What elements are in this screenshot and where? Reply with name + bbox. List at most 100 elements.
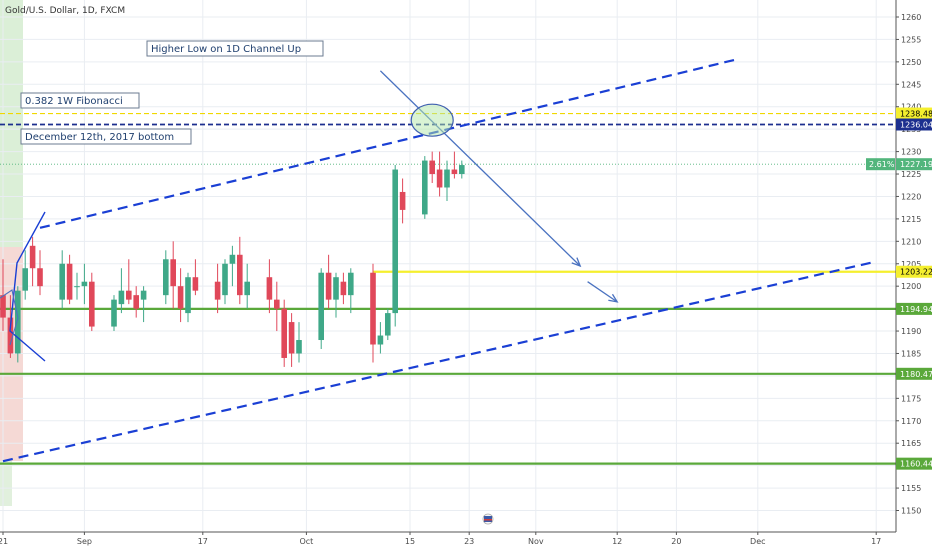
candle[interactable] [451,151,458,179]
candle[interactable] [133,286,139,318]
time-tick-label: 15 [405,537,415,546]
time-axis[interactable]: 21 Sep 17 Oct 15 23 Nov 12 20 Dec 17 [0,531,896,550]
candle-body [126,290,132,300]
candle[interactable] [422,156,428,219]
candle[interactable] [140,286,147,323]
candle[interactable] [118,268,125,314]
candle[interactable] [214,263,221,314]
candle[interactable] [66,254,73,305]
candle[interactable] [459,160,465,179]
candle[interactable] [288,313,295,367]
candle[interactable] [266,259,273,314]
candle[interactable] [185,272,191,323]
candle-body [237,254,243,296]
candles[interactable] [0,151,465,367]
candle-body [74,286,80,288]
candle-body [118,290,125,305]
candle[interactable] [170,241,176,309]
candle-body [140,290,147,300]
candle-body [370,272,376,345]
candle[interactable] [0,259,6,332]
price-pct-label: 2.61% [869,160,895,169]
price-label-bg-support-1194 [896,302,932,315]
candle-body [266,277,273,300]
candle[interactable] [392,165,398,327]
candle[interactable] [348,268,354,314]
candle[interactable] [192,259,199,296]
candle[interactable] [37,250,43,296]
candle-body [429,160,435,175]
price-label-fib-0382: 1238.48 [900,110,932,119]
candle-body [436,169,443,188]
candle-body [89,281,95,327]
candle[interactable] [274,281,280,332]
time-tick-label: 20 [671,537,681,546]
price-label-support-1194: 1194.94 [900,305,932,314]
candle[interactable] [126,259,132,305]
candle-body [0,295,6,318]
candle-body [244,281,250,296]
candle[interactable] [177,268,184,323]
candle[interactable] [89,272,95,332]
candle-body [296,340,302,354]
annotation-higher-low[interactable]: Higher Low on 1D Channel Up [146,40,324,57]
price-tick-label: 1200 [901,282,921,291]
candle[interactable] [237,236,243,305]
price-label-bg-dec-2017-bottom [896,118,932,131]
candle[interactable] [340,272,347,305]
candle[interactable] [244,263,250,309]
events-marker[interactable] [482,513,494,525]
annotation-dec-bottom[interactable]: December 12th, 2017 bottom [20,128,192,145]
candle[interactable] [325,254,332,309]
time-tick-label: Dec [750,537,765,546]
candle-body [163,259,169,296]
candle[interactable] [59,250,65,309]
candle[interactable] [436,151,443,197]
candle[interactable] [377,322,384,354]
candle[interactable] [74,272,80,300]
highlight-ellipse [410,103,454,137]
candle-body [185,277,191,314]
candle[interactable] [163,250,169,305]
annotation-fib[interactable]: 0.382 1W Fibonacci [20,92,140,109]
candle[interactable] [22,250,28,300]
candle[interactable] [385,308,391,341]
candle[interactable] [370,263,376,363]
symbol-title: Gold/U.S. Dollar, 1D, FXCM [5,6,125,16]
candle[interactable] [281,299,287,367]
candle[interactable] [111,295,117,332]
candle-body [15,290,21,354]
candle[interactable] [81,263,88,305]
candle[interactable] [333,272,339,318]
price-label-bg-resistance-1203 [896,265,932,278]
candle[interactable] [29,236,36,287]
candle-body [66,263,73,300]
price-label-bg-support-1180 [896,367,932,380]
annotation-fib-text: 0.382 1W Fibonacci [25,96,123,107]
candle-body [340,281,347,296]
time-tick-label: Sep [77,537,92,546]
time-tick-label: 17 [198,537,208,546]
candle[interactable] [229,245,236,287]
candle-body [348,272,354,296]
price-tick-label: 1210 [901,237,921,246]
candle[interactable] [222,259,228,305]
candle-body [333,277,339,300]
price-tick-label: 1230 [901,148,921,157]
candle[interactable] [296,322,302,363]
candle[interactable] [429,151,435,183]
candle[interactable] [318,268,324,349]
candle[interactable] [444,160,450,201]
price-label-support-1160: 1160.44 [900,460,932,469]
price-tick-label: 1150 [901,507,921,516]
candle-body [111,299,117,327]
price-label-bg-fib-0382 [896,107,932,120]
candle[interactable] [399,178,406,224]
candle[interactable] [15,286,21,363]
left-zigzag [0,289,19,346]
time-tick-label: 23 [464,537,474,546]
channel-lines [2,58,877,463]
candle-body [29,245,36,269]
